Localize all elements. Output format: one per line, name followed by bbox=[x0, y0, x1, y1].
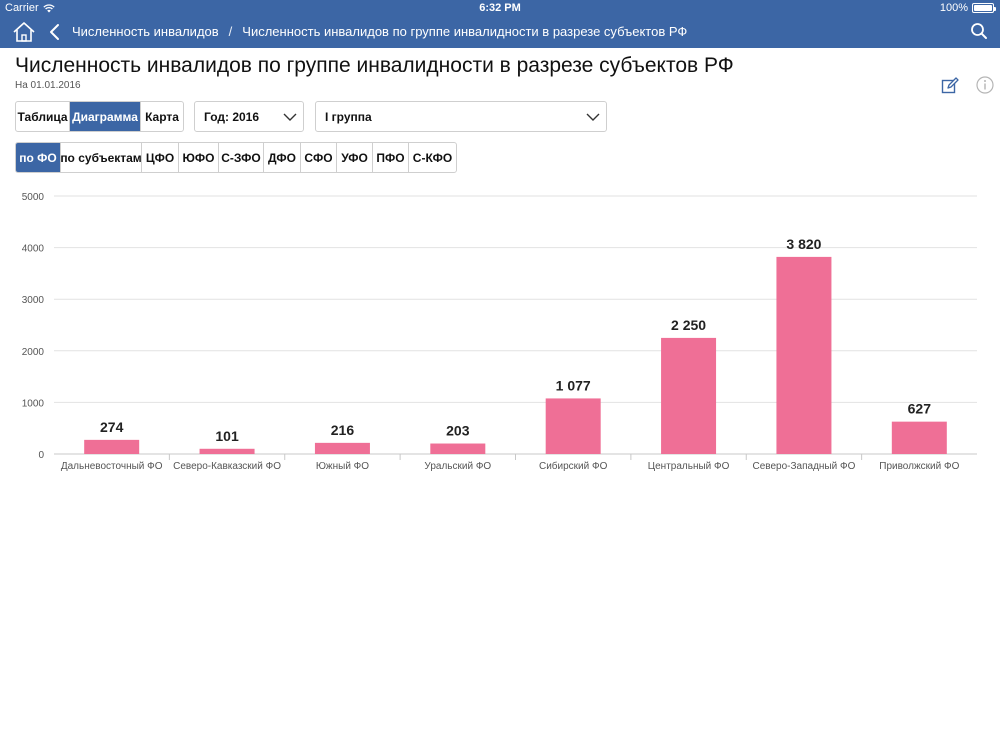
bar-value-label: 2 250 bbox=[671, 317, 706, 333]
tab-cfo[interactable]: ЦФО bbox=[142, 143, 179, 172]
x-category-label: Южный ФО bbox=[316, 461, 369, 472]
bar-value-label: 1 077 bbox=[556, 377, 591, 393]
home-icon[interactable] bbox=[12, 21, 36, 43]
tab-map[interactable]: Карта bbox=[145, 109, 179, 124]
status-time: 6:32 PM bbox=[479, 2, 521, 14]
bar bbox=[199, 448, 255, 454]
x-category-label: Дальневосточный ФО bbox=[61, 461, 163, 472]
year-select-value: Год: 2016 bbox=[204, 109, 260, 124]
bar bbox=[430, 443, 486, 454]
status-bar: Carrier 6:32 PM 100% bbox=[0, 0, 1000, 16]
region-filter-control: по ФО по субъектам ЦФО ЮФО С-ЗФО ДФО СФО… bbox=[15, 142, 457, 173]
tab-skfo[interactable]: С-КФО bbox=[412, 150, 453, 165]
page-title: Численность инвалидов по группе инвалидн… bbox=[15, 54, 734, 77]
chevron-down-icon bbox=[283, 113, 297, 121]
carrier-indicator: Carrier bbox=[5, 2, 55, 14]
breadcrumb: Численность инвалидов / Численность инва… bbox=[72, 24, 687, 39]
battery-indicator: 100% bbox=[939, 2, 996, 14]
year-select[interactable]: Год: 2016 bbox=[194, 101, 304, 132]
tab-ufo[interactable]: УФО bbox=[337, 143, 373, 172]
x-category-label: Северо-Западный ФО bbox=[753, 461, 856, 472]
bar-value-label: 3 820 bbox=[786, 236, 821, 252]
bar bbox=[314, 442, 370, 454]
bar bbox=[84, 439, 140, 454]
bar-value-label: 274 bbox=[100, 419, 124, 435]
carrier-label: Carrier bbox=[5, 2, 39, 14]
y-tick-label: 2000 bbox=[22, 347, 45, 358]
wifi-icon bbox=[42, 3, 55, 12]
x-category-label: Приволжский ФО bbox=[879, 461, 959, 472]
info-icon[interactable] bbox=[976, 76, 994, 94]
group-select-value: I группа bbox=[325, 109, 372, 124]
search-icon[interactable] bbox=[970, 22, 988, 40]
breadcrumb-separator: / bbox=[228, 24, 233, 39]
battery-percent: 100% bbox=[939, 2, 968, 14]
bar bbox=[661, 337, 717, 454]
y-tick-label: 5000 bbox=[22, 192, 45, 203]
y-tick-label: 1000 bbox=[22, 398, 45, 409]
edit-icon[interactable] bbox=[941, 77, 959, 95]
nav-bar: Численность инвалидов / Численность инва… bbox=[0, 16, 1000, 48]
tab-szfo[interactable]: С-ЗФО bbox=[219, 143, 264, 172]
y-tick-label: 4000 bbox=[22, 244, 45, 255]
x-category-label: Уральский ФО bbox=[424, 461, 491, 472]
bar bbox=[891, 421, 947, 454]
bar bbox=[776, 256, 832, 454]
view-mode-control: Таблица Диаграмма Карта bbox=[15, 101, 184, 132]
breadcrumb-current: Численность инвалидов по группе инвалидн… bbox=[242, 24, 688, 39]
x-category-label: Центральный ФО bbox=[648, 461, 730, 472]
chevron-down-icon bbox=[586, 113, 600, 121]
tab-pfo[interactable]: ПФО bbox=[373, 143, 409, 172]
back-chevron-icon[interactable] bbox=[48, 22, 62, 42]
bar bbox=[545, 398, 601, 454]
report-date: На 01.01.2016 bbox=[15, 80, 81, 91]
tab-by-fo[interactable]: по ФО bbox=[16, 143, 61, 172]
tab-yufo[interactable]: ЮФО bbox=[179, 143, 219, 172]
tab-diagram[interactable]: Диаграмма bbox=[70, 102, 141, 131]
battery-icon bbox=[972, 3, 996, 13]
tab-by-subjects[interactable]: по субъектам bbox=[60, 143, 142, 172]
bar-value-label: 101 bbox=[215, 428, 239, 444]
x-category-label: Сибирский ФО bbox=[539, 460, 608, 472]
tab-dfo[interactable]: ДФО bbox=[264, 143, 301, 172]
x-category-label: Северо-Кавказский ФО bbox=[173, 461, 281, 472]
breadcrumb-link-disabled-count[interactable]: Численность инвалидов bbox=[72, 24, 219, 39]
bar-value-label: 627 bbox=[908, 401, 932, 417]
bar-chart: 0 1000 2000 3000 4000 5000 274 Дальневосточный … bbox=[22, 192, 977, 472]
y-tick-label: 0 bbox=[38, 450, 44, 461]
bar-value-label: 216 bbox=[331, 422, 355, 438]
bar-value-label: 203 bbox=[446, 423, 470, 439]
y-tick-label: 3000 bbox=[22, 295, 45, 306]
tab-sfo[interactable]: СФО bbox=[301, 143, 337, 172]
disability-group-select[interactable]: I группа bbox=[315, 101, 607, 132]
tab-table[interactable]: Таблица bbox=[16, 102, 70, 131]
